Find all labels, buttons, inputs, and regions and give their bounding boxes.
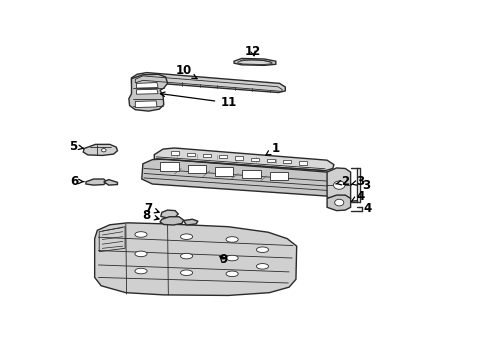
Polygon shape	[136, 82, 158, 88]
Polygon shape	[83, 144, 118, 156]
Polygon shape	[298, 161, 307, 165]
Text: 8: 8	[143, 209, 159, 222]
Ellipse shape	[256, 247, 269, 252]
Polygon shape	[161, 210, 178, 218]
Polygon shape	[95, 223, 297, 296]
Ellipse shape	[180, 270, 193, 275]
Text: 4: 4	[364, 202, 372, 216]
Polygon shape	[171, 151, 179, 155]
Polygon shape	[234, 58, 276, 66]
Polygon shape	[251, 158, 259, 161]
Polygon shape	[142, 159, 339, 196]
Circle shape	[334, 181, 345, 189]
Polygon shape	[188, 165, 206, 173]
Ellipse shape	[135, 232, 147, 237]
Text: 7: 7	[144, 202, 159, 215]
Polygon shape	[86, 179, 107, 185]
Polygon shape	[327, 168, 351, 202]
Polygon shape	[129, 74, 168, 111]
Polygon shape	[215, 167, 233, 176]
Text: 2: 2	[336, 175, 349, 188]
Text: 4: 4	[351, 190, 365, 203]
Polygon shape	[243, 170, 261, 178]
Polygon shape	[283, 160, 291, 163]
Ellipse shape	[226, 255, 238, 261]
Text: 6: 6	[71, 175, 84, 188]
Text: 9: 9	[220, 253, 228, 266]
Ellipse shape	[135, 268, 147, 274]
Polygon shape	[187, 153, 196, 156]
Ellipse shape	[226, 237, 238, 242]
Polygon shape	[203, 154, 211, 157]
Polygon shape	[131, 73, 285, 93]
Text: 12: 12	[245, 45, 261, 58]
Ellipse shape	[135, 251, 147, 257]
Polygon shape	[154, 148, 334, 171]
Ellipse shape	[180, 253, 193, 259]
Circle shape	[335, 199, 344, 206]
Polygon shape	[219, 155, 227, 158]
Text: 3: 3	[351, 175, 365, 188]
Polygon shape	[270, 172, 288, 180]
Text: 1: 1	[266, 142, 280, 155]
Polygon shape	[235, 156, 243, 159]
Ellipse shape	[180, 234, 193, 239]
Polygon shape	[267, 159, 275, 162]
Circle shape	[101, 149, 106, 152]
Polygon shape	[104, 180, 118, 185]
Polygon shape	[184, 219, 198, 225]
Ellipse shape	[256, 264, 269, 269]
Polygon shape	[327, 195, 351, 211]
Text: 5: 5	[69, 140, 83, 153]
Text: 3: 3	[362, 179, 370, 192]
Text: 10: 10	[175, 64, 197, 79]
Ellipse shape	[226, 271, 238, 276]
Polygon shape	[136, 89, 158, 94]
Polygon shape	[160, 217, 184, 225]
Polygon shape	[135, 101, 157, 108]
Text: 11: 11	[160, 92, 237, 109]
Polygon shape	[160, 162, 178, 171]
